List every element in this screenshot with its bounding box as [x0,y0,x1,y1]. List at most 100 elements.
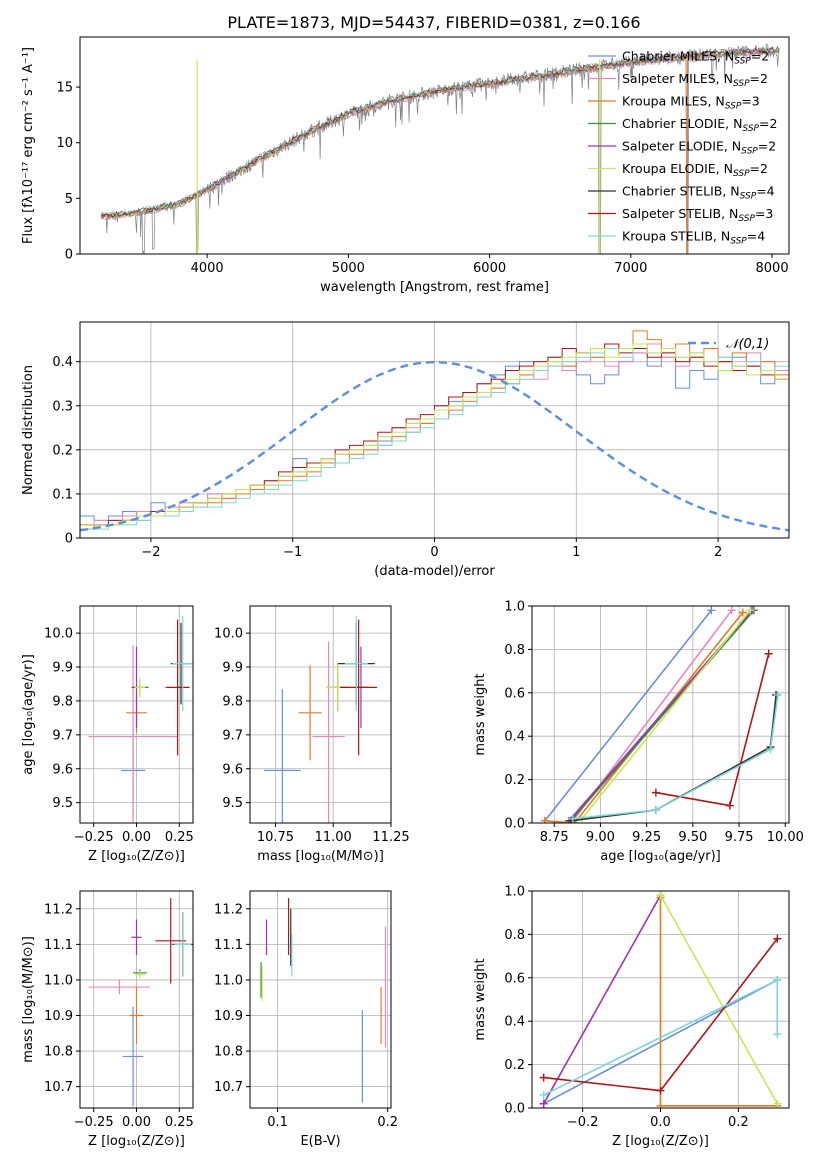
x-tick-label: 0.0 [650,1115,671,1130]
histogram-step [80,343,789,538]
mass-weight-marker [764,649,773,658]
x-tick-label: 4000 [191,261,224,276]
y-tick-label: 10.7 [44,1080,73,1095]
y-tick-label: 0.4 [504,1015,525,1030]
x-tick-label: 5000 [332,261,365,276]
x-tick-label: −0.25 [74,1115,114,1130]
spectrum-marks [100,43,780,254]
x-tick-label: 0 [430,545,438,560]
x-tick-label: 1 [572,545,580,560]
legend: 𝒩(0,1) [688,337,769,352]
mass-vs-z-frame: −0.25 0.00 0.25 10.7 10.8 10.9 11.0 11.1 11.2 Z [… [21,890,194,1149]
age-vs-mass-axes [250,606,392,823]
mass-weight-marker [773,1099,782,1108]
y-tick-label: 0.1 [52,487,73,502]
residuals-frame: −2 −1 0 1 2 0 0.1 0.2 0.3 0.4 (data-model)/error No… [21,321,790,579]
y-tick-label: 9.7 [52,728,73,743]
legend-label: Salpeter STELIB, NSSP=3 [622,206,773,224]
mass-weight-marker [656,1086,665,1095]
x-tick-label: −2 [141,545,160,560]
x-tick-label: −0.25 [74,830,114,845]
y-tick-label: 9.7 [222,728,243,743]
x-axis-label: mass [log₁₀(M/M⊙)] [257,849,384,864]
mass-weight-vs-age-marks [540,606,782,823]
x-tick-label: 11.25 [372,830,409,845]
mass-vs-ebv-axes [250,891,391,1108]
mass-weight-marker [540,816,549,823]
y-axis-label: mass [log₁₀(M/M⊙)] [21,936,36,1063]
spectrum-frame: 4000 5000 6000 7000 8000 0 5 10 15 wavelength [An… [21,36,790,295]
plot-frame [249,890,392,1109]
y-tick-label: 0 [65,248,73,263]
x-tick-label: 9.50 [678,830,707,845]
x-tick-label: 10.75 [257,830,294,845]
mass-weight-marker [738,608,747,617]
x-tick-label: 8000 [756,261,789,276]
y-tick-label: 11.1 [214,938,243,953]
y-tick-label: 10.8 [214,1045,243,1060]
y-tick-label: 0.2 [52,443,73,458]
x-tick-label: −1 [283,545,302,560]
mass-weight-marker [539,1099,548,1108]
x-axis-label: age [log₁₀(age/yr)] [600,849,721,864]
histogram-step [80,352,789,538]
mass-weight-marker [773,975,782,984]
legend-label: Chabrier STELIB, NSSP=4 [622,184,775,202]
y-tick-label: 10.7 [214,1080,243,1095]
x-tick-label: 7000 [614,261,647,276]
mass-weight-marker [651,788,660,797]
y-tick-label: 9.5 [52,796,73,811]
y-tick-label: 11.2 [214,902,243,917]
model-spectrum-line [100,49,780,221]
mass-vs-z-marks [88,898,193,1107]
mass-weight-marker [746,606,755,615]
y-tick-label: 0.4 [504,730,525,745]
mass-weight-marker [707,606,716,615]
histogram-step [80,343,789,538]
mass-weight-marker [773,1030,782,1039]
y-tick-label: 11.1 [44,938,73,953]
mass-weight-line [572,609,755,820]
mass-vs-ebv-marks [260,898,387,1103]
y-tick-label: 0.6 [504,686,525,701]
legend-label: Chabrier ELODIE, NSSP=2 [622,116,777,134]
y-tick-label: 10 [56,136,73,151]
mass-weight-marker [773,690,782,699]
y-axis-label: mass weight [473,673,488,755]
mass-weight-marker [773,934,782,943]
legend: Chabrier MILES, NSSP=2 Salpeter MILES, NS… [588,49,777,247]
mass-weight-marker [656,891,665,900]
legend-label: Kroupa MILES, NSSP=3 [622,94,760,112]
y-tick-label: 10.0 [214,627,243,642]
mass-weight-vs-z-marks [539,891,782,1108]
plot-frame [531,605,790,824]
y-tick-label: 0.4 [52,355,73,370]
x-tick-label: 0.00 [122,1115,151,1130]
figure-title: PLATE=1873, MJD=54437, FIBERID=0381, z=0… [227,13,640,32]
legend-label: 𝒩(0,1) [726,337,769,352]
y-tick-label: 10.8 [44,1045,73,1060]
x-tick-label: 9.00 [586,830,615,845]
legend-label: Kroupa STELIB, NSSP=4 [622,229,765,247]
age-vs-mass-frame: 10.75 11.00 11.25 9.5 9.6 9.7 9.8 9.9 10.0 mass [… [214,605,410,864]
x-tick-label: 6000 [473,261,506,276]
mass-weight-marker [727,606,736,615]
y-tick-label: 10.0 [44,627,73,642]
mass-weight-line [659,897,778,1107]
mass-weight-marker [568,814,577,823]
y-tick-label: 0.0 [504,1102,525,1117]
y-tick-label: 9.6 [222,762,243,777]
y-tick-label: 9.8 [52,694,73,709]
y-axis-label: mass weight [473,958,488,1040]
y-tick-label: 11.2 [44,902,73,917]
x-axis-label: Z [log₁₀(Z/Z⊙)] [88,849,185,864]
residuals-axes [80,322,789,539]
mass-weight-marker [766,745,775,754]
y-tick-label: 0.3 [52,399,73,414]
age-vs-z-frame: −0.25 0.00 0.25 9.5 9.6 9.7 9.8 9.9 10.0 Z [log₁₀… [21,605,194,864]
x-axis-label: Z [log₁₀(Z/Z⊙)] [88,1134,185,1149]
mass-weight-line [570,694,777,822]
mass-weight-marker [725,801,734,810]
mass-weight-line [572,694,779,820]
